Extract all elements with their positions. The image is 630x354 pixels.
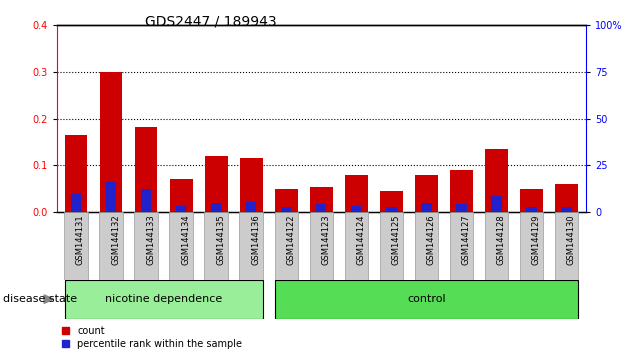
Bar [555,212,578,280]
Legend: count, percentile rank within the sample: count, percentile rank within the sample [62,326,242,349]
Bar [275,280,578,319]
Bar [380,212,403,280]
Bar [345,212,368,280]
Bar [106,182,116,212]
Bar [135,127,158,212]
Bar [100,72,122,212]
Bar [205,156,227,212]
Bar [169,179,193,212]
Bar [211,203,221,212]
Bar [281,207,292,212]
Bar [239,212,263,280]
Bar [240,159,263,212]
Text: GSM144129: GSM144129 [532,215,541,265]
Text: nicotine dependence: nicotine dependence [105,294,222,304]
Bar [491,195,501,212]
Bar [351,206,362,212]
Bar [134,212,158,280]
Bar [100,212,123,280]
Bar [275,189,297,212]
Text: GSM144126: GSM144126 [427,215,435,265]
Text: GSM144132: GSM144132 [111,215,120,265]
Bar [316,204,326,212]
Bar [555,184,578,212]
Bar [380,191,403,212]
Bar [345,175,368,212]
Bar [456,204,467,212]
Text: disease state: disease state [3,294,77,304]
Bar [527,207,537,212]
Bar [246,202,256,212]
Text: GSM144131: GSM144131 [76,215,85,265]
Bar [169,212,193,280]
Bar [204,212,228,280]
Bar [415,212,438,280]
Bar [64,212,88,280]
Bar [65,280,263,319]
Bar [520,212,543,280]
Bar [71,194,81,212]
Text: GDS2447 / 189943: GDS2447 / 189943 [145,14,277,28]
Text: GSM144125: GSM144125 [391,215,401,265]
Bar [450,212,473,280]
Bar [65,135,88,212]
Text: GSM144136: GSM144136 [251,215,260,265]
Text: GSM144130: GSM144130 [566,215,576,265]
Text: GSM144128: GSM144128 [496,215,505,265]
Bar [450,170,473,212]
Text: GSM144133: GSM144133 [146,215,155,265]
Text: GSM144134: GSM144134 [181,215,190,265]
Bar [415,175,438,212]
Text: GSM144127: GSM144127 [462,215,471,265]
Text: GSM144124: GSM144124 [357,215,365,265]
Bar [176,206,186,212]
Bar [309,212,333,280]
Bar [421,203,432,212]
Bar [141,189,151,212]
Bar [386,207,396,212]
Text: control: control [407,294,446,304]
Bar [485,149,508,212]
Text: GSM144123: GSM144123 [321,215,330,265]
Polygon shape [44,295,54,303]
Bar [520,189,543,212]
Text: GSM144135: GSM144135 [216,215,225,265]
Bar [310,187,333,212]
Bar [275,212,298,280]
Bar [485,212,508,280]
Bar [561,207,572,212]
Text: GSM144122: GSM144122 [286,215,295,265]
